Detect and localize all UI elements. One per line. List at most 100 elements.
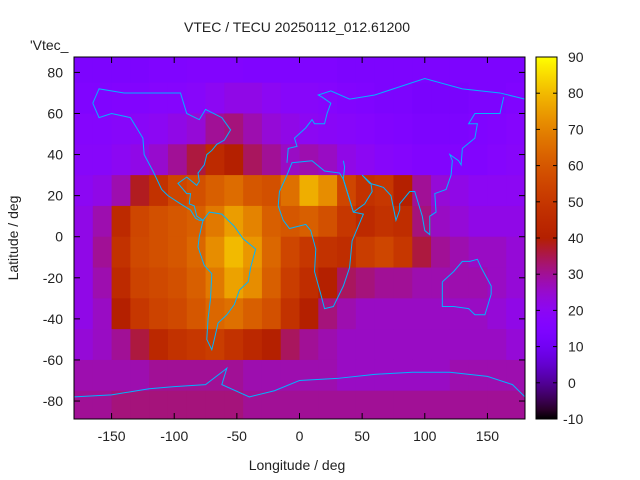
heatmap-cell — [224, 267, 244, 299]
heatmap-cell — [130, 329, 150, 361]
heatmap-cell — [149, 267, 169, 299]
heatmap-cell — [186, 57, 207, 84]
heatmap-cell — [412, 329, 432, 361]
heatmap-cell — [318, 113, 338, 145]
heatmap-cell — [468, 390, 488, 420]
colorbar-tick-label: 50 — [568, 194, 584, 210]
colorbar-tick-label: 70 — [568, 121, 584, 137]
heatmap-cell — [337, 267, 357, 299]
heatmap-cell — [224, 390, 244, 420]
heatmap-cell — [506, 82, 526, 114]
heatmap-cell — [205, 205, 225, 238]
heatmap-cell — [318, 329, 338, 361]
heatmap-cell — [243, 329, 263, 361]
heatmap-cell — [506, 57, 526, 84]
x-tick-label: 0 — [296, 428, 304, 444]
coastline — [197, 211, 257, 352]
y-axis-label: Latitude / deg — [5, 196, 21, 281]
colorbar-tick-label: -10 — [563, 411, 583, 427]
heatmap-cell — [449, 359, 470, 392]
heatmap-cell — [149, 113, 169, 145]
heatmap-cell — [431, 236, 451, 269]
heatmap-cell — [130, 82, 150, 114]
heatmap-cell — [318, 144, 338, 176]
heatmap-cell — [280, 359, 300, 392]
heatmap-cell — [487, 144, 507, 176]
heatmap-cell — [111, 82, 131, 114]
x-axis-label: Longitude / deg — [249, 457, 346, 473]
heatmap-cell — [186, 267, 207, 299]
heatmap-cell — [130, 57, 150, 84]
heatmap-cell — [355, 57, 376, 84]
heatmap-cell — [449, 329, 470, 361]
heatmap-cell — [487, 113, 507, 145]
heatmap-cell — [506, 175, 526, 207]
heatmap-cell — [337, 236, 357, 269]
heatmap-cell — [506, 205, 526, 238]
heatmap-cell — [261, 82, 282, 114]
heatmap-cell — [449, 205, 470, 238]
heatmap-cell — [449, 298, 470, 330]
heatmap-cell — [506, 267, 526, 299]
y-tick-label: 0 — [55, 229, 63, 245]
heatmap-cell — [224, 175, 244, 207]
heatmap-cell — [243, 205, 263, 238]
coastlines — [74, 78, 525, 398]
heatmap-cell — [130, 175, 150, 207]
heatmap-cell — [149, 82, 169, 114]
heatmap-cell — [506, 236, 526, 269]
heatmap-cell — [74, 329, 94, 361]
heatmap-cell — [167, 57, 188, 84]
heatmap-cell — [393, 82, 413, 114]
heatmap-cell — [506, 113, 526, 145]
heatmap-cell — [506, 359, 526, 392]
heatmap-cell — [130, 298, 150, 330]
heatmap-cell — [167, 329, 188, 361]
heatmap-cell — [111, 175, 131, 207]
heatmap-cell — [337, 359, 357, 392]
heatmap-cell — [299, 144, 319, 176]
heatmap-cell — [92, 298, 113, 330]
heatmap-cell — [167, 298, 188, 330]
heatmap-cell — [355, 236, 376, 269]
heatmap-cell — [243, 82, 263, 114]
heatmap-cell — [243, 236, 263, 269]
colorbar-tick-label: 10 — [568, 339, 584, 355]
heatmap-cell — [431, 82, 451, 114]
heatmap-cell — [393, 205, 413, 238]
heatmap-cell — [374, 113, 394, 145]
heatmap-cell — [374, 205, 394, 238]
heatmap-cell — [468, 144, 488, 176]
heatmap-cell — [506, 390, 526, 420]
heatmap-cell — [224, 144, 244, 176]
heatmap-cell — [337, 298, 357, 330]
heatmap-cell — [487, 267, 507, 299]
heatmap-cell — [149, 205, 169, 238]
heatmap-cell — [431, 205, 451, 238]
heatmap-cell — [186, 144, 207, 176]
heatmap-cell — [111, 57, 131, 84]
heatmap-cell — [130, 390, 150, 420]
heatmap-cell — [167, 267, 188, 299]
heatmap-cell — [393, 298, 413, 330]
heatmap-cell — [74, 205, 94, 238]
heatmap-cell — [431, 359, 451, 392]
heatmap-cell — [111, 144, 131, 176]
heatmap-cell — [355, 390, 376, 420]
heatmap-cell — [280, 57, 300, 84]
colorbar-ticks: -10 0 10 20 30 40 50 60 70 80 90 — [536, 49, 584, 427]
y-tick-label: 20 — [47, 188, 63, 204]
heatmap-cell — [318, 82, 338, 114]
heatmap-cell — [393, 144, 413, 176]
heatmap-cell — [92, 236, 113, 269]
heatmap-cell — [280, 82, 300, 114]
heatmap-cell — [318, 57, 338, 84]
heatmap-cell — [224, 329, 244, 361]
heatmap-cell — [167, 144, 188, 176]
heatmap-cell — [468, 267, 488, 299]
heatmap-cell — [92, 144, 113, 176]
heatmap-cell — [468, 298, 488, 330]
coastline — [277, 160, 365, 310]
heatmap-cell — [280, 205, 300, 238]
heatmap-cell — [205, 329, 225, 361]
